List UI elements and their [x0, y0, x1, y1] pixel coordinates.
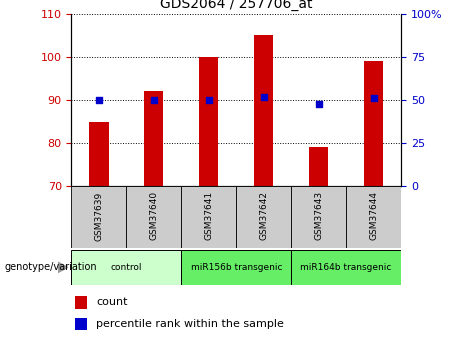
Bar	[75, 318, 87, 330]
Bar	[71, 250, 181, 285]
Bar	[291, 186, 346, 248]
Point	[260, 94, 267, 99]
Text: count: count	[96, 297, 128, 307]
Polygon shape	[58, 262, 68, 273]
Bar	[254, 36, 273, 186]
Point	[205, 97, 213, 103]
Text: control: control	[111, 263, 142, 272]
Bar	[346, 186, 401, 248]
Text: GSM37642: GSM37642	[259, 191, 268, 240]
Text: miR164b transgenic: miR164b transgenic	[301, 263, 392, 272]
Bar	[291, 250, 401, 285]
Bar	[75, 296, 87, 309]
Bar	[199, 57, 219, 186]
Text: genotype/variation: genotype/variation	[5, 263, 97, 272]
Text: percentile rank within the sample: percentile rank within the sample	[96, 319, 284, 329]
Title: GDS2064 / 257706_at: GDS2064 / 257706_at	[160, 0, 313, 11]
Bar	[364, 61, 383, 186]
Bar	[181, 250, 291, 285]
Bar	[236, 186, 291, 248]
Point	[150, 97, 158, 103]
Bar	[71, 186, 126, 248]
Bar	[126, 186, 181, 248]
Point	[95, 97, 103, 103]
Text: GSM37639: GSM37639	[95, 191, 103, 240]
Text: GSM37643: GSM37643	[314, 191, 323, 240]
Text: GSM37641: GSM37641	[204, 191, 213, 240]
Point	[370, 96, 377, 101]
Text: GSM37640: GSM37640	[149, 191, 159, 240]
Bar	[89, 122, 108, 186]
Bar	[144, 91, 164, 186]
Point	[315, 101, 322, 106]
Bar	[181, 186, 236, 248]
Bar	[309, 148, 328, 186]
Text: miR156b transgenic: miR156b transgenic	[190, 263, 282, 272]
Text: GSM37644: GSM37644	[369, 191, 378, 240]
